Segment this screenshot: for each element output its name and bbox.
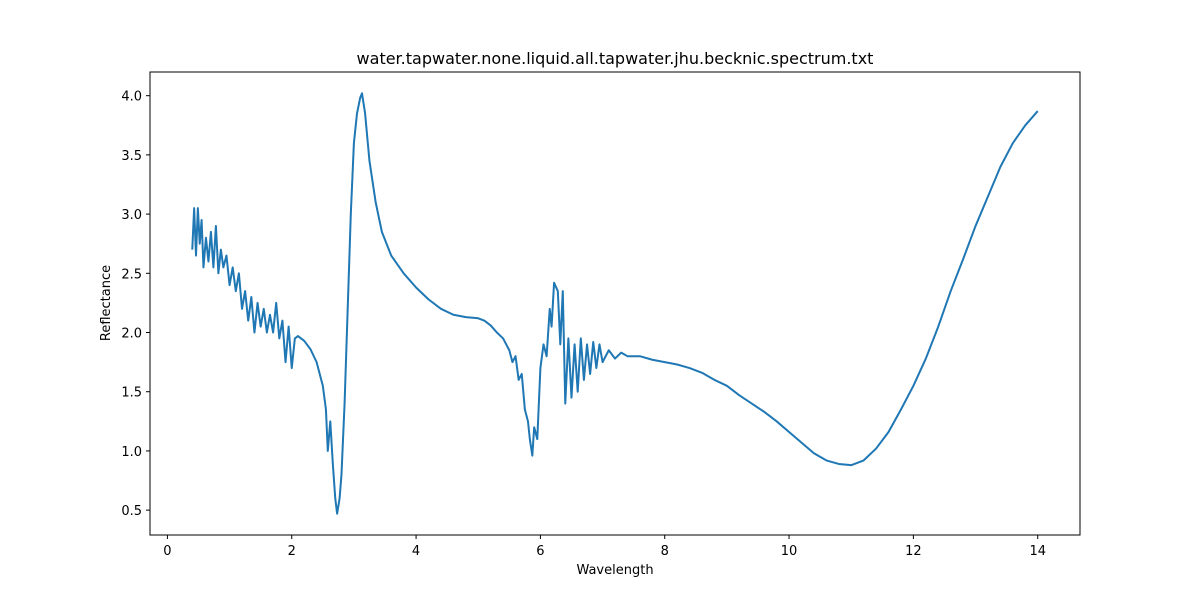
y-tick-label: 2.0 [121, 327, 142, 342]
data-line [191, 92, 1039, 515]
y-tick-label: 2.5 [121, 267, 142, 282]
y-tick-label: 1.0 [121, 445, 142, 460]
chart-title: water.tapwater.none.liquid.all.tapwater.… [357, 49, 874, 68]
y-tick-label: 3.0 [121, 208, 142, 223]
x-tick-label: 12 [905, 544, 922, 559]
y-tick-label: 1.5 [121, 386, 142, 401]
y-tick-label: 0.5 [121, 504, 142, 519]
x-tick-label: 10 [781, 544, 798, 559]
x-tick-label: 0 [163, 544, 171, 559]
y-axis-label: Reflectance [99, 265, 114, 341]
y-tick-label: 4.0 [121, 90, 142, 105]
x-tick-label: 4 [412, 544, 420, 559]
x-axis-label: Wavelength [576, 563, 653, 578]
x-tick-label: 6 [536, 544, 544, 559]
y-tick-label: 3.5 [121, 149, 142, 164]
x-tick-label: 14 [1029, 544, 1046, 559]
x-tick-label: 2 [288, 544, 296, 559]
x-tick-label: 8 [661, 544, 669, 559]
plot-frame [149, 71, 1081, 536]
